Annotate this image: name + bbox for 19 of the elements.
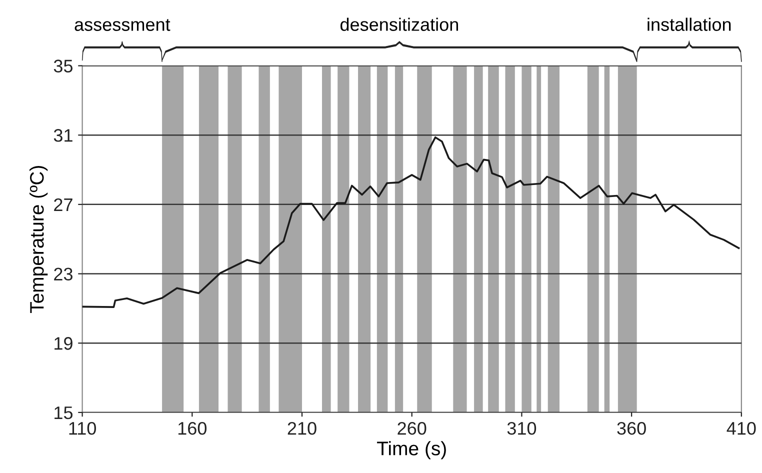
- x-tick-label: 260: [398, 422, 426, 435]
- text: assessment: [74, 19, 170, 31]
- x-tick-label: 110: [69, 422, 96, 435]
- y-tick-label: 19: [54, 337, 72, 350]
- y-tick-label: 31: [54, 129, 72, 142]
- text: installation: [648, 18, 731, 31]
- x-axis-title: Time (s): [377, 441, 446, 460]
- x-tick-label: 210: [288, 422, 316, 435]
- y-tick-label: 27: [54, 198, 72, 211]
- text: desensitization: [340, 18, 458, 31]
- line-series: [82, 136, 740, 308]
- x-tick-label: 360: [617, 422, 646, 435]
- x-tick-label: 310: [507, 422, 536, 435]
- y-axis-title: Temperature (ºC): [30, 166, 48, 313]
- x-tick-label: 410: [726, 422, 756, 435]
- x-tick-label: 160: [178, 422, 207, 435]
- y-tick-label: 35: [54, 60, 73, 72]
- y-tick-label: 23: [54, 268, 72, 280]
- y-tick-label: 15: [54, 406, 73, 420]
